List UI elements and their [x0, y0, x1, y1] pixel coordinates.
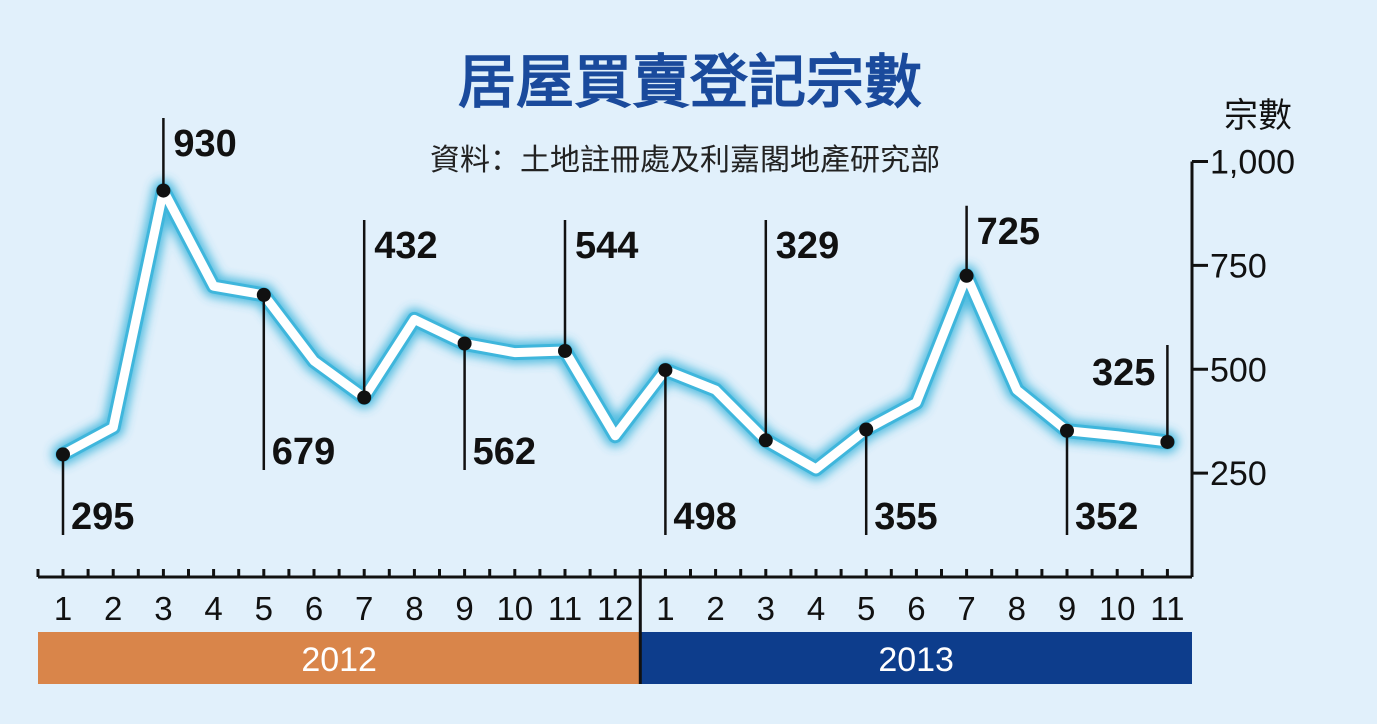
data-point [658, 363, 673, 378]
year-label: 2013 [878, 641, 954, 679]
data-label: 432 [374, 225, 437, 267]
data-point [1060, 423, 1074, 438]
data-label: 498 [673, 496, 736, 538]
x-tick-label: 5 [857, 590, 875, 627]
series-line [58, 186, 1172, 474]
data-point [959, 268, 974, 283]
x-tick-label: 6 [907, 590, 925, 627]
year-band [38, 632, 641, 684]
data-label: 544 [575, 225, 638, 267]
x-tick-label: 6 [305, 590, 323, 627]
data-point [1160, 434, 1175, 449]
x-tick-label: 1 [656, 590, 674, 627]
x-tick-label: 10 [1099, 590, 1136, 627]
x-tick-label: 8 [1008, 590, 1026, 627]
year-band [640, 632, 1192, 684]
x-tick-label: 11 [548, 590, 582, 627]
x-tick-label: 11 [1150, 590, 1184, 627]
data-point [457, 336, 472, 351]
x-tick-label: 9 [1058, 590, 1076, 627]
data-label: 329 [776, 225, 839, 267]
x-tick-label: 2 [706, 590, 724, 627]
x-tick-label: 10 [496, 590, 533, 627]
x-tick-label: 1 [54, 590, 72, 627]
x-tick-label: 8 [405, 590, 423, 627]
x-tick-label: 4 [204, 590, 222, 627]
x-ticks: 1 2 3 4 5 6 7 8 9 10 11 12 1 2 3 4 5 6 7 8 9 10 11 [54, 569, 1185, 627]
y-tick-label: 750 [1210, 247, 1267, 285]
x-tick-label: 3 [154, 590, 172, 627]
y-tick-label: 1,000 [1210, 144, 1295, 182]
data-point [558, 343, 572, 358]
data-label: 295 [71, 496, 134, 538]
y-axis-label: 宗數 [1224, 96, 1292, 136]
data-point [56, 447, 70, 462]
x-tick-label: 9 [455, 590, 473, 627]
year-bands: 2012 2013 [38, 569, 1192, 684]
x-tick-label: 5 [255, 590, 273, 627]
y-tick-label: 500 [1210, 351, 1267, 389]
data-point [256, 287, 271, 302]
data-label: 562 [473, 431, 536, 473]
x-tick-label: 4 [807, 590, 825, 627]
y-ticks: 250 500 750 1,000 [1192, 144, 1295, 493]
x-tick-label: 12 [597, 590, 634, 627]
x-tick-label: 7 [355, 590, 373, 627]
x-tick-label: 2 [104, 590, 122, 627]
data-point [758, 433, 773, 448]
chart-title: 居屋買賣登記宗數 [458, 48, 922, 116]
data-label: 679 [272, 431, 335, 473]
data-label: 352 [1075, 496, 1138, 538]
x-tick-label: 7 [957, 590, 975, 627]
y-tick-label: 250 [1210, 455, 1267, 493]
x-tick-label: 3 [757, 590, 775, 627]
data-point [357, 390, 372, 405]
data-labels: 295 930 679 432 562 544 498 329 355 725 352 325 [56, 118, 1175, 538]
data-label: 930 [173, 123, 236, 165]
data-label: 355 [874, 496, 937, 538]
data-label: 325 [1092, 352, 1155, 394]
chart-source: 資料：土地註冊處及利嘉閣地產研究部 [430, 143, 940, 178]
data-label: 725 [977, 211, 1040, 253]
series-line-layer [52, 179, 1179, 480]
data-point [859, 422, 874, 437]
year-label: 2012 [301, 641, 377, 679]
data-point [156, 183, 171, 198]
